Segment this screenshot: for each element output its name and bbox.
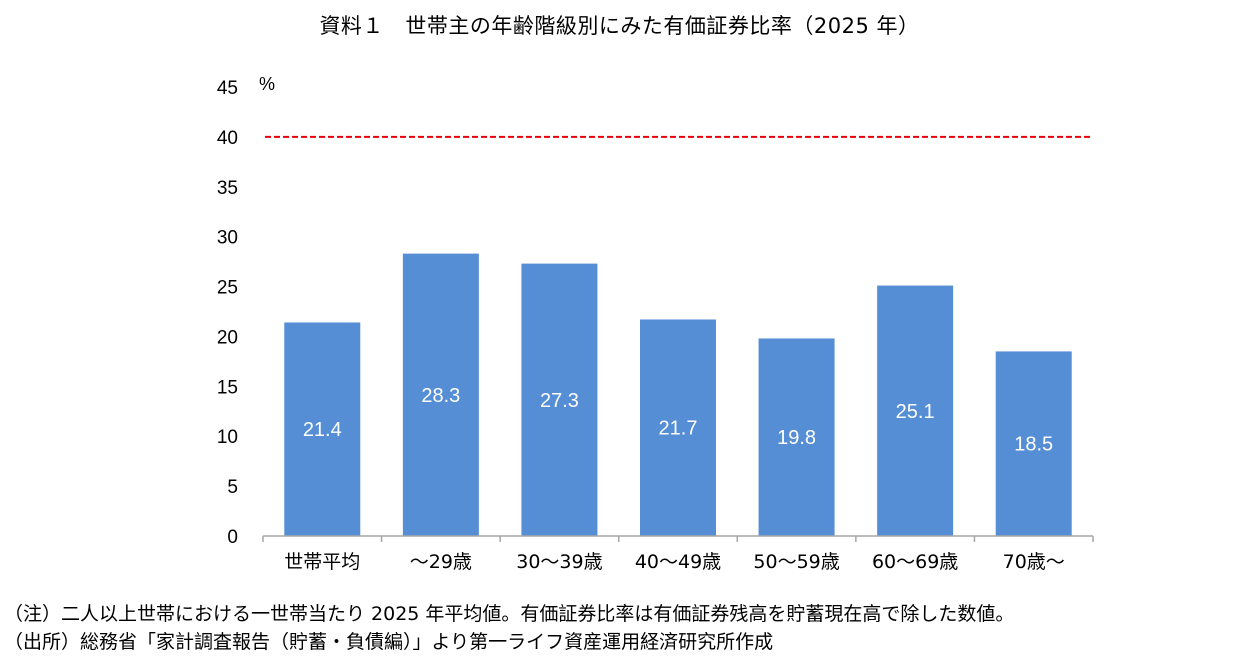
x-tick-label: 30～39歳 (516, 551, 602, 573)
y-axis: 0 5 10 15 20 25 30 35 40 45% (217, 74, 1093, 548)
x-tick-label: 50～59歳 (753, 551, 839, 573)
x-tick-label: 70歳～ (1003, 551, 1065, 573)
bar-data-label: 18.5 (1014, 434, 1053, 456)
bar (995, 351, 1072, 536)
x-tick-label: ～29歳 (410, 551, 472, 573)
y-tick-label: 0 (227, 527, 238, 548)
footnote-source: （出所）総務省「家計調査報告（貯蓄・負債編）」より第一ライフ資産運用経済研究所作… (4, 631, 774, 653)
y-tick-label: 35 (217, 178, 238, 199)
x-tick-label: 60～69歳 (872, 551, 958, 573)
bar-chart: 0 5 10 15 20 25 30 35 40 45% 21.4 28.3 27.3 21.7 19.8… (217, 74, 1094, 573)
bar (758, 338, 835, 536)
bar-data-label: 28.3 (421, 385, 460, 407)
y-tick-label: 45 (217, 78, 238, 99)
bar-data-label: 21.4 (303, 419, 342, 441)
bar (284, 322, 361, 536)
bar-data-label: 25.1 (896, 401, 935, 423)
footnote-note: （注）二人以上世帯における一世帯当たり 2025 年平均値。有価証券比率は有価証… (4, 603, 1015, 625)
x-tick-label: 40～49歳 (635, 551, 721, 573)
y-tick-label: 15 (217, 377, 238, 398)
x-tick-label: 世帯平均 (284, 551, 360, 573)
bar-data-label: 21.7 (659, 418, 698, 440)
y-tick-label: 5 (227, 477, 238, 498)
bar (521, 263, 598, 536)
bar-data-label: 19.8 (777, 427, 816, 449)
bar (640, 319, 716, 536)
y-tick-label: 25 (217, 278, 238, 299)
y-axis-unit: % (259, 74, 275, 94)
x-axis: 世帯平均 ～29歳 30～39歳 40～49歳 50～59歳 60～69歳 70歳～ (262, 535, 1094, 573)
bar-data-label: 27.3 (540, 390, 579, 412)
bar (402, 253, 479, 536)
bars: 21.4 28.3 27.3 21.7 19.8 25.1 18.5 (284, 253, 1072, 536)
chart-title: 資料１ 世帯主の年齢階級別にみた有価証券比率（2025 年） (319, 14, 920, 38)
y-tick-label: 30 (217, 228, 238, 249)
y-tick-label: 20 (217, 327, 238, 348)
y-tick-label: 10 (217, 427, 238, 448)
y-tick-label: 40 (217, 128, 238, 149)
bar (877, 285, 954, 536)
